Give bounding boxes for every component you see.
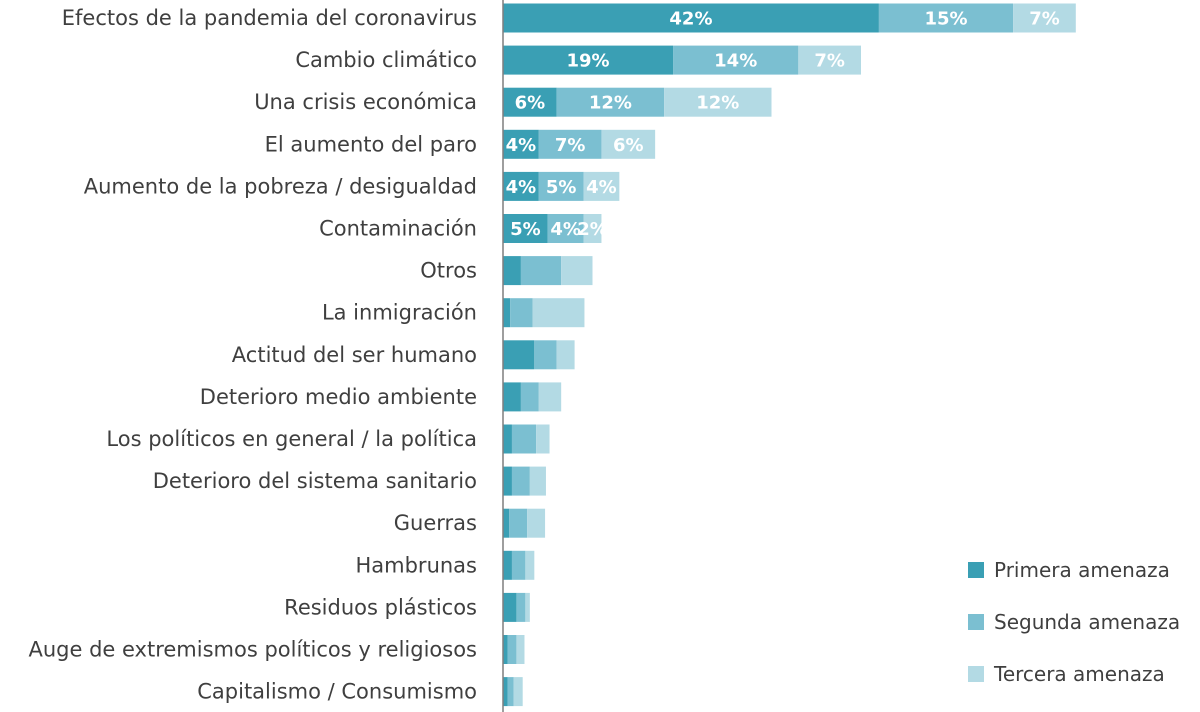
data-label: 2% bbox=[577, 219, 608, 240]
category-label: Aumento de la pobreza / desigualdad bbox=[84, 174, 477, 198]
bar-segment-1 bbox=[503, 214, 548, 243]
bar-segment-2 bbox=[507, 635, 517, 664]
data-label: 4% bbox=[586, 177, 617, 198]
bar-segment-1 bbox=[503, 87, 557, 117]
category-label: Residuos plásticos bbox=[284, 595, 477, 619]
bar-segment-3 bbox=[556, 340, 575, 370]
data-label: 7% bbox=[555, 135, 586, 156]
category-labels: Efectos de la pandemia del coronavirus Ca… bbox=[28, 6, 477, 704]
bar-segment-3 bbox=[529, 466, 546, 496]
category-label: Los políticos en general / la política bbox=[106, 427, 477, 451]
data-label: 14% bbox=[714, 51, 757, 72]
bar-segment-1 bbox=[503, 382, 521, 412]
bar-segment-1 bbox=[503, 635, 508, 664]
legend-label: Primera amenaza bbox=[994, 558, 1170, 582]
bar-segment-3 bbox=[532, 298, 585, 328]
bar-segment-3 bbox=[583, 214, 602, 243]
bar-segment-3 bbox=[561, 256, 593, 286]
bar-segment-3 bbox=[538, 382, 562, 412]
bar-segment-2 bbox=[556, 87, 665, 117]
bar-segment-2 bbox=[538, 129, 602, 159]
bars-layer bbox=[503, 3, 1076, 707]
bar-segment-2 bbox=[516, 592, 526, 622]
category-label: Efectos de la pandemia del coronavirus bbox=[62, 6, 477, 30]
bar-segment-1 bbox=[503, 298, 511, 328]
bar-segment-3 bbox=[601, 129, 656, 159]
bar-segment-3 bbox=[527, 508, 546, 538]
bar-segment-2 bbox=[507, 677, 514, 707]
legend-swatch bbox=[968, 666, 984, 682]
bar-segment-2 bbox=[538, 171, 584, 201]
category-label: Capitalismo / Consumismo bbox=[197, 680, 477, 704]
bar-segment-1 bbox=[503, 508, 510, 538]
bar-segment-1 bbox=[503, 129, 539, 159]
bar-segment-3 bbox=[513, 677, 523, 707]
bar-segment-1 bbox=[503, 340, 535, 370]
bar-segment-1 bbox=[503, 550, 512, 580]
category-label: Contaminación bbox=[319, 217, 477, 241]
bar-segment-2 bbox=[510, 298, 533, 328]
data-label: 5% bbox=[510, 219, 541, 240]
bar-segment-2 bbox=[547, 214, 584, 243]
category-label: Otros bbox=[420, 259, 477, 283]
bar-segment-3 bbox=[536, 424, 550, 454]
category-label: Auge de extremismos políticos y religios… bbox=[28, 638, 477, 662]
bar-segment-2 bbox=[520, 256, 562, 286]
data-label: 19% bbox=[566, 51, 609, 72]
bar-segment-3 bbox=[583, 171, 620, 201]
bar-segment-3 bbox=[525, 550, 535, 580]
category-label: Hambrunas bbox=[355, 553, 477, 577]
data-label: 4% bbox=[550, 219, 581, 240]
category-label: Una crisis económica bbox=[254, 90, 477, 114]
bar-segment-1 bbox=[503, 677, 508, 707]
category-label: Guerras bbox=[394, 511, 477, 535]
bar-segment-3 bbox=[1013, 3, 1076, 33]
data-label: 6% bbox=[613, 135, 644, 156]
legend-label: Segunda amenaza bbox=[994, 610, 1180, 634]
bar-segment-2 bbox=[878, 3, 1014, 33]
category-label: El aumento del paro bbox=[265, 132, 477, 156]
bar-segment-3 bbox=[798, 45, 861, 75]
data-label: 6% bbox=[515, 93, 546, 114]
bar-segment-2 bbox=[534, 340, 557, 370]
bar-segment-1 bbox=[503, 466, 512, 496]
bar-segment-1 bbox=[503, 3, 879, 33]
data-label: 7% bbox=[814, 51, 845, 72]
category-label: Cambio climático bbox=[295, 48, 477, 72]
bar-segment-1 bbox=[503, 171, 539, 201]
bar-segment-2 bbox=[511, 424, 537, 454]
data-label: 4% bbox=[506, 177, 537, 198]
category-label: Actitud del ser humano bbox=[232, 343, 477, 367]
category-label: Deterioro medio ambiente bbox=[200, 385, 477, 409]
legend-swatch bbox=[968, 562, 984, 578]
bar-segment-2 bbox=[511, 550, 526, 580]
category-label: Deterioro del sistema sanitario bbox=[153, 469, 477, 493]
legend-swatch bbox=[968, 614, 984, 630]
bar-segment-2 bbox=[520, 382, 539, 412]
bar-segment-2 bbox=[509, 508, 528, 538]
value-labels: 42% 15% 7%19% 14% 7%6% 12% 12%4% 7% 6%4% 5% 4%5% 4%… bbox=[506, 9, 1060, 241]
bar-segment-2 bbox=[511, 466, 530, 496]
legend: Primera amenaza Segunda amenaza Tercera am… bbox=[968, 558, 1180, 686]
bar-segment-1 bbox=[503, 592, 517, 622]
bar-segment-3 bbox=[525, 592, 530, 622]
bar-segment-3 bbox=[664, 87, 772, 117]
legend-label: Tercera amenaza bbox=[993, 662, 1165, 686]
data-label: 15% bbox=[924, 9, 967, 30]
bar-segment-2 bbox=[673, 45, 799, 75]
bar-segment-3 bbox=[516, 635, 525, 664]
data-label: 12% bbox=[589, 93, 632, 114]
data-label: 5% bbox=[546, 177, 577, 198]
data-label: 4% bbox=[506, 135, 537, 156]
bar-segment-1 bbox=[503, 256, 521, 286]
category-label: La inmigración bbox=[322, 301, 477, 325]
data-label: 12% bbox=[696, 93, 739, 114]
bar-segment-1 bbox=[503, 45, 674, 75]
data-label: 7% bbox=[1029, 9, 1060, 30]
data-label: 42% bbox=[669, 9, 712, 30]
bar-segment-1 bbox=[503, 424, 512, 454]
